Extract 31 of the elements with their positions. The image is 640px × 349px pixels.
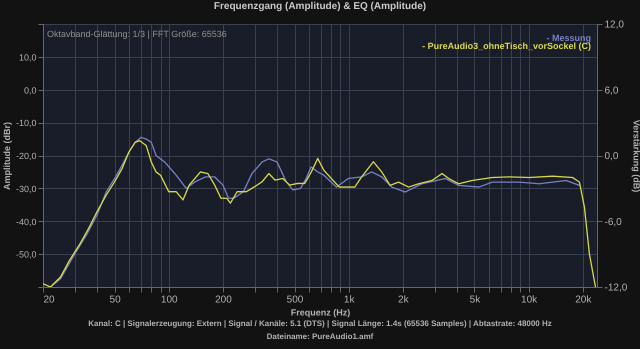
y-axis-title: Amplitude (dBr) — [2, 122, 12, 190]
annotation: Oktavband-Glättung: 1/3 | FFT Größe: 65536 — [47, 29, 227, 39]
text: Dateiname: PureAudio1.amf — [266, 332, 374, 341]
x-tick-label: 10k — [521, 294, 538, 306]
y-tick-label: -10,0 — [16, 118, 36, 128]
x-tick-label: 200 — [215, 294, 232, 306]
y2-tick-label: -12,0 — [604, 282, 628, 294]
x-tick-label: 1k — [344, 294, 356, 306]
text: - Messung — [546, 33, 591, 43]
y2-tick-label: -6,0 — [604, 216, 622, 228]
x-tick-label: 100 — [160, 294, 178, 306]
y-tick-label: -20,0 — [16, 151, 36, 161]
x-tick-label: 2k — [398, 294, 410, 306]
y-tick-label: -40,0 — [16, 216, 36, 227]
x-axis-title: Frequenz (Hz) — [290, 308, 350, 318]
x-tick-label: 50 — [110, 294, 122, 306]
text: - PureAudio3_ohneTisch_vorSockel (C) — [422, 41, 591, 51]
y2-axis-title: Verstärkung (dB) — [631, 120, 640, 192]
y-tick-label: 10,0 — [18, 52, 36, 62]
y-tick-label: -50,0 — [16, 250, 36, 260]
y2-tick-label: 6,0 — [604, 85, 619, 96]
y2-tick-label: 12,0 — [604, 20, 624, 30]
x-tick-label: 20k — [575, 294, 592, 306]
x-tick-label: 500 — [286, 294, 304, 306]
x-tick-label: 20 — [44, 294, 56, 306]
y-tick-label: -30,0 — [16, 184, 36, 194]
text: Kanal: C | Signalerzeugung: Extern | Signal / Kanäle: 5.1 (DTS) | Signal Länge: 1.4s (65536 Samples) | Abtastrate: 48000 Hz — [88, 319, 552, 328]
chart-title: Frequenzgang (Amplitude) & EQ (Amplitude) — [214, 1, 426, 12]
y-tick-label: 0,0 — [24, 85, 36, 96]
x-tick-label: 5k — [470, 294, 482, 306]
y2-tick-label: 0,0 — [604, 151, 619, 162]
